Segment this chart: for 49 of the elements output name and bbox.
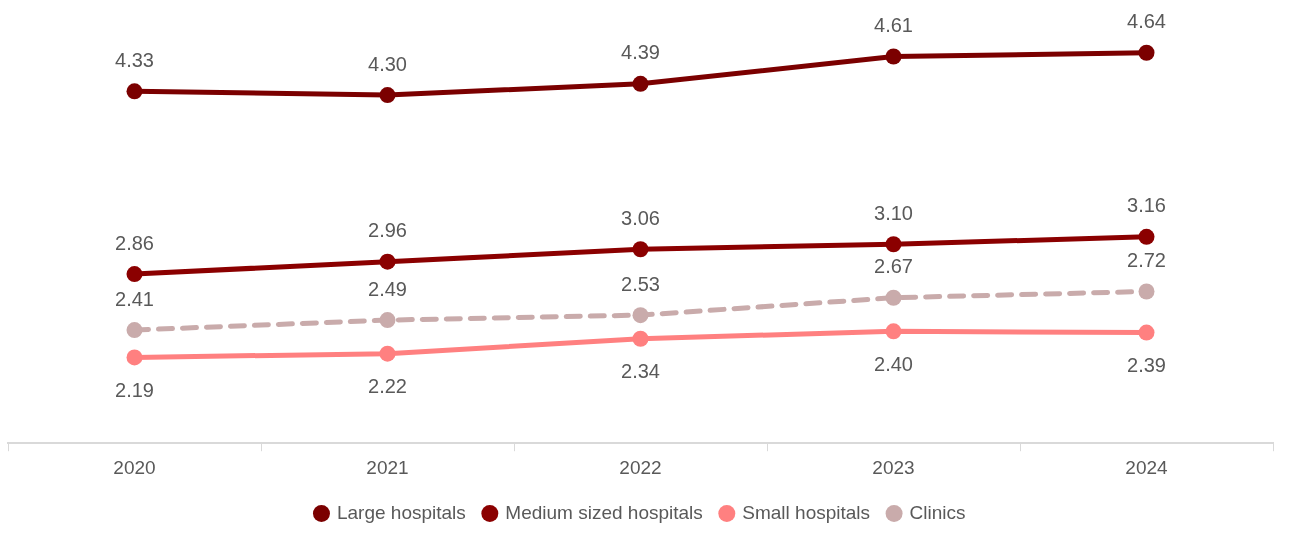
data-label: 2.49 [368,277,407,300]
data-label: 2.41 [115,287,154,310]
point [379,87,396,104]
x-tick-label: 2023 [872,456,915,478]
data-label: 2.39 [1127,354,1166,377]
point [885,323,902,340]
data-label: 4.33 [115,48,154,71]
data-label: 2.34 [621,360,660,383]
legend-label: Medium sized hospitals [505,501,703,523]
point [1138,228,1155,245]
data-label: 2.67 [874,255,913,278]
point [379,345,396,362]
data-label: 2.86 [115,231,154,254]
point [632,75,649,92]
x-tick-label: 2021 [366,456,409,478]
data-label: 4.61 [874,14,913,37]
data-label: 2.22 [368,375,407,398]
data-label: 2.40 [874,352,913,375]
point [885,236,902,253]
point [379,312,396,329]
data-label: 4.64 [1127,10,1166,33]
data-label: 2.53 [621,272,660,295]
data-label: 2.72 [1127,249,1166,272]
point [1138,324,1155,341]
data-label: 3.06 [621,206,660,229]
x-tick-label: 2020 [113,456,156,478]
point [126,83,143,100]
legend-label: Small hospitals [742,501,871,523]
x-tick-label: 2024 [1125,456,1169,478]
data-label: 2.96 [368,219,407,242]
data-label: 2.19 [115,378,154,401]
point [632,307,649,324]
point [126,266,143,283]
x-tick-label: 2022 [619,456,662,478]
point [632,241,649,258]
point [126,322,143,339]
point [126,349,143,366]
data-label: 3.10 [874,201,913,224]
point [632,330,649,347]
data-label: 4.30 [368,52,407,75]
point [1138,44,1155,61]
point [1138,283,1155,300]
point [885,48,902,65]
point [885,289,902,306]
legend-label: Large hospitals [336,501,466,523]
data-label: 3.16 [1127,194,1166,217]
legend-label: Clinics [909,501,966,523]
data-label: 4.39 [621,41,660,64]
point [379,253,396,270]
